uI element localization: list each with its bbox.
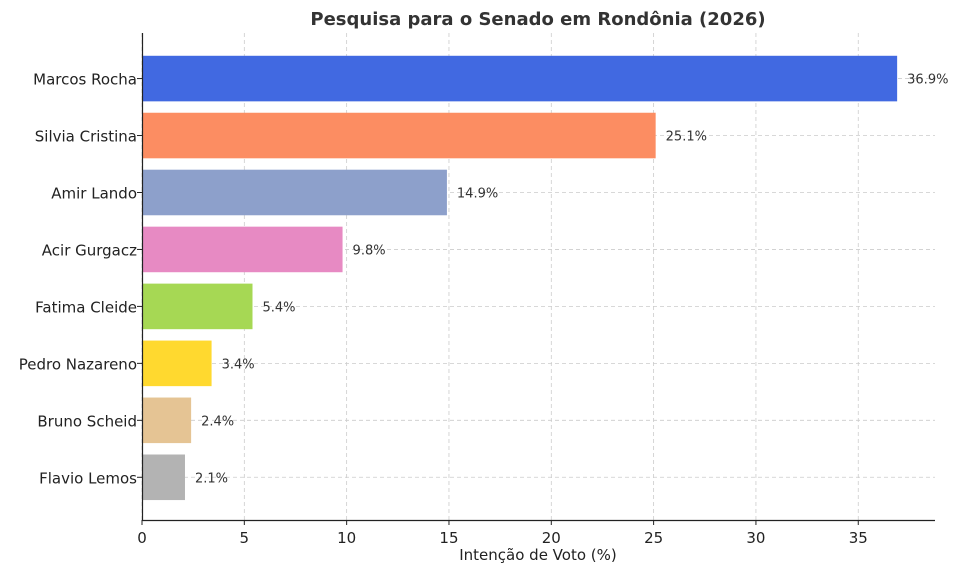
x-tick-label: 20 xyxy=(542,529,561,547)
bar xyxy=(142,112,656,159)
grid xyxy=(141,33,935,520)
data-label: 5.4% xyxy=(263,300,296,315)
y-tick-label: Fatima Cleide xyxy=(35,298,137,316)
x-axis-label: Intenção de Voto (%) xyxy=(459,546,617,564)
data-label: 2.4% xyxy=(201,414,234,429)
data-label: 3.4% xyxy=(222,357,255,372)
bar xyxy=(142,169,447,216)
x-tick-label: 25 xyxy=(644,529,663,547)
data-label: 2.1% xyxy=(195,471,228,486)
y-tick-label: Flavio Lemos xyxy=(39,469,137,487)
x-ticks: 0 5 10 15 20 25 30 35 xyxy=(137,520,868,547)
x-tick-label: 15 xyxy=(439,529,458,547)
data-label: 9.8% xyxy=(353,243,386,258)
x-tick-label: 30 xyxy=(746,529,765,547)
x-tick-label: 35 xyxy=(849,529,868,547)
y-tick-labels: Marcos Rocha Silvia Cristina Amir Lando Aci… xyxy=(19,71,142,487)
y-tick-label: Acir Gurgacz xyxy=(42,241,137,259)
bar xyxy=(142,283,253,330)
bar xyxy=(142,397,192,444)
x-tick-label: 5 xyxy=(240,529,250,547)
bar xyxy=(142,454,185,501)
data-label: 36.9% xyxy=(907,73,948,88)
data-label: 25.1% xyxy=(666,130,707,145)
bar xyxy=(142,55,898,102)
x-tick-label: 10 xyxy=(337,529,356,547)
chart-title: Pesquisa para o Senado em Rondônia (2026… xyxy=(310,9,765,30)
y-tick-label: Pedro Nazareno xyxy=(19,355,137,373)
y-tick-label: Amir Lando xyxy=(51,184,137,202)
y-tick-label: Bruno Scheid xyxy=(37,412,137,430)
y-tick-label: Marcos Rocha xyxy=(33,71,137,89)
bars: 36.9% 25.1% 14.9% 9.8% 5.4% 3.4% 2.4% 2.1% xyxy=(142,55,948,501)
x-tick-label: 0 xyxy=(137,529,147,547)
data-label: 14.9% xyxy=(457,186,498,201)
bar xyxy=(142,226,343,273)
bar xyxy=(142,340,212,387)
y-tick-label: Silvia Cristina xyxy=(35,128,137,146)
axes xyxy=(141,33,935,522)
